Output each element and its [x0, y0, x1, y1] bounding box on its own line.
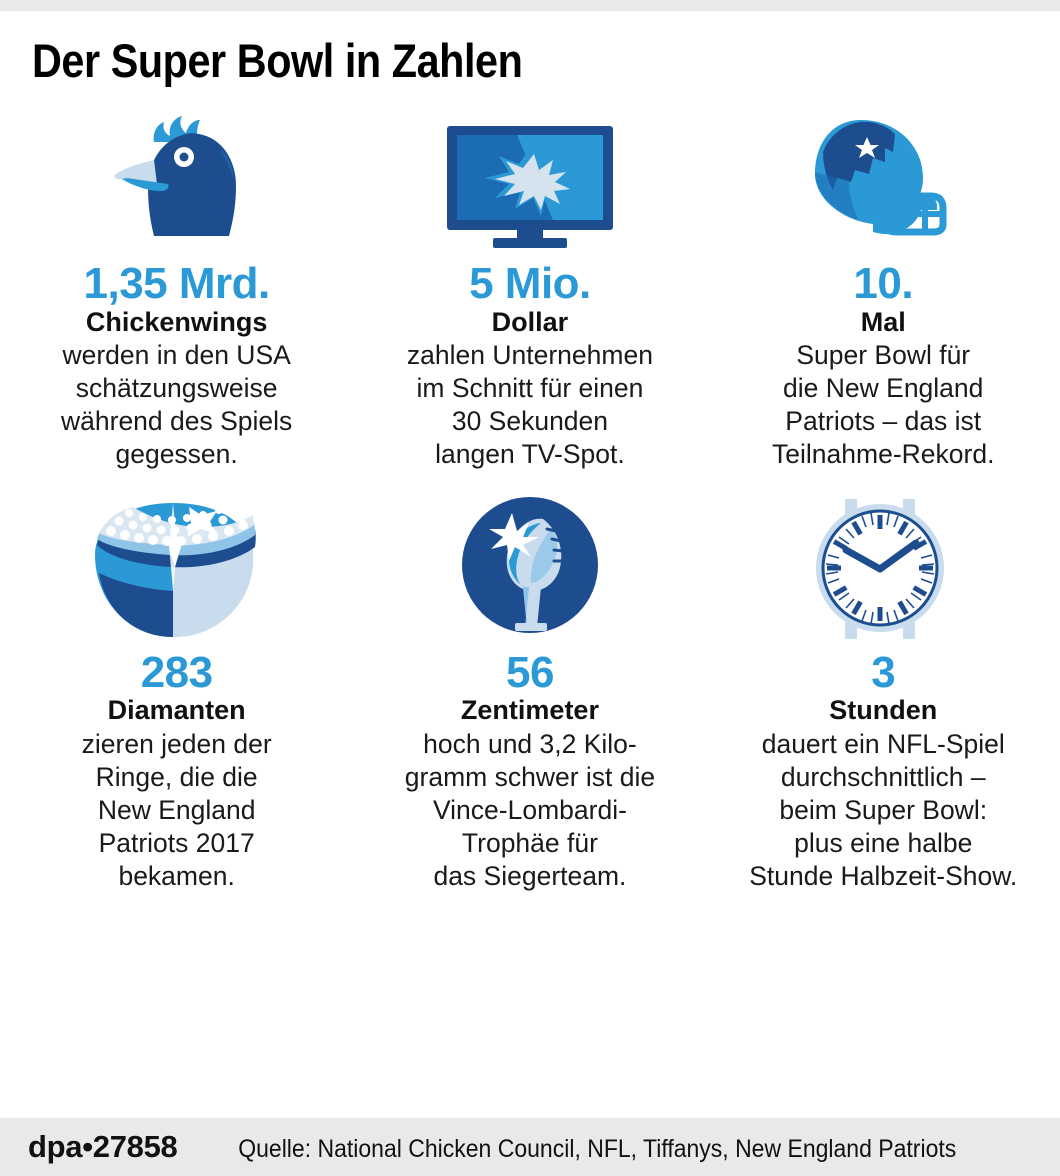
stats-row-top: 1,35 Mrd. Chickenwings werden in den USA… — [0, 112, 1060, 471]
stat-description: zieren jeden der Ringe, die die New Engl… — [81, 729, 272, 891]
footer-content: dpa•27858 Quelle: National Chicken Counc… — [0, 1129, 988, 1165]
stat-description: zahlen Unternehmen im Schnitt für einen … — [406, 340, 653, 470]
stat-number: 3 — [871, 647, 896, 697]
icon-container — [803, 495, 963, 645]
stat-number: 5 Mio. — [469, 259, 591, 308]
icon-container — [77, 495, 277, 645]
chicken-head-icon — [114, 116, 236, 236]
stat-unit: Dollar — [491, 306, 569, 337]
source-note: Quelle: National Chicken Council, NFL, T… — [238, 1135, 957, 1163]
icon-container — [793, 112, 973, 252]
page-title: Der Super Bowl in Zahlen — [32, 34, 523, 87]
stat-description: hoch und 3,2 Kilo- gramm schwer ist die … — [404, 729, 656, 891]
stat-card-duration: 3 Stunden dauert ein NFL-Spiel durchschn… — [707, 495, 1060, 893]
stat-card-patriots-appearances: 10. Mal Super Bowl für die New England P… — [707, 112, 1060, 471]
stat-card-tv-spot: 5 Mio. Dollar zahlen Unternehmen im Schn… — [353, 112, 706, 471]
wristwatch-icon — [816, 498, 945, 639]
top-divider-band — [0, 0, 1060, 11]
stat-unit: Diamanten — [107, 695, 246, 726]
stat-unit: Zentimeter — [460, 695, 599, 726]
stat-card-diamonds: 283 Diamanten zieren jeden der Ringe, di… — [0, 495, 353, 893]
stat-card-chickenwings: 1,35 Mrd. Chickenwings werden in den USA… — [0, 112, 353, 471]
stat-number: 1,35 Mrd. — [83, 259, 271, 308]
stats-grid: 1,35 Mrd. Chickenwings werden in den USA… — [0, 112, 1060, 893]
football-helmet-icon — [815, 120, 947, 236]
stat-unit: Chickenwings — [85, 306, 268, 337]
trophy-icon — [461, 496, 598, 633]
icon-container — [435, 112, 625, 252]
stat-card-trophy: 56 Zentimeter hoch und 3,2 Kilo- gramm s… — [353, 495, 706, 893]
stat-unit: Mal — [860, 306, 906, 337]
stat-number: 283 — [140, 647, 213, 697]
stat-description: werden in den USA schätzungsweise währen… — [61, 340, 293, 470]
stat-description: dauert ein NFL-Spiel durchschnittlich – … — [749, 729, 1018, 891]
stat-number: 56 — [505, 647, 554, 697]
footer-bar: dpa•27858 Quelle: National Chicken Counc… — [0, 1118, 1060, 1176]
icon-container — [102, 112, 252, 252]
stat-description: Super Bowl für die New England Patriots … — [772, 340, 995, 470]
dpa-logo: dpa•27858 — [28, 1129, 178, 1164]
stat-number: 10. — [853, 259, 914, 308]
stats-row-bottom: 283 Diamanten zieren jeden der Ringe, di… — [0, 495, 1060, 893]
television-icon — [446, 126, 613, 248]
icon-container — [455, 495, 605, 645]
championship-ring-icon — [94, 502, 256, 637]
stat-unit: Stunden — [829, 695, 938, 726]
